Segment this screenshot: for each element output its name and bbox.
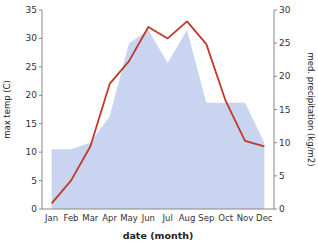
y2-tick-label: 30 <box>279 5 291 15</box>
y-axis-line <box>42 10 43 209</box>
y-axis-title: max temp (C) <box>2 80 12 139</box>
x-tick-label: Jul <box>162 213 173 223</box>
temperature-line <box>52 21 265 203</box>
x-tick-label: Feb <box>63 213 78 223</box>
y-tick <box>39 152 42 153</box>
x-tick-label: Nov <box>237 213 254 223</box>
y-tick-label: 30 <box>26 33 38 43</box>
y-tick <box>39 123 42 124</box>
x-tick-label: May <box>120 213 138 223</box>
y-tick <box>39 38 42 39</box>
y2-tick-label: 15 <box>279 105 290 115</box>
y2-tick <box>274 175 277 176</box>
y-tick-label: 15 <box>26 119 37 129</box>
y-tick-label: 35 <box>26 5 37 15</box>
precipitation-area <box>52 30 265 209</box>
x-axis-line <box>42 209 274 210</box>
y2-tick-label: 20 <box>279 71 291 81</box>
plot-area <box>52 21 265 209</box>
y2-tick <box>274 43 277 44</box>
x-tick-label: Sep <box>198 213 214 223</box>
y2-tick-label: 10 <box>279 138 291 148</box>
y-tick <box>39 209 42 210</box>
y-tick <box>39 10 42 11</box>
y-tick-label: 0 <box>31 204 37 214</box>
x-tick-label: Apr <box>102 213 117 223</box>
y2-tick-label: 25 <box>279 38 290 48</box>
x-tick-label: Oct <box>218 213 233 223</box>
y2-tick <box>274 109 277 110</box>
y-tick <box>39 180 42 181</box>
y2-tick-label: 0 <box>279 204 285 214</box>
y2-tick <box>274 76 277 77</box>
y-tick-label: 25 <box>26 62 37 72</box>
y-tick <box>39 66 42 67</box>
y2-tick-label: 5 <box>279 171 285 181</box>
x-tick-label: Mar <box>82 213 99 223</box>
y2-tick <box>274 142 277 143</box>
y-tick-label: 5 <box>31 176 37 186</box>
y-tick <box>39 95 42 96</box>
chart: 0 5 10 15 20 25 30 35 0 5 10 15 20 25 30 Jan Feb MarAprMa… <box>0 0 318 247</box>
x-tick-label: Jan <box>44 213 58 223</box>
x-tick-label: Dec <box>256 213 273 223</box>
x-axis-title: date (month) <box>123 230 194 241</box>
x-tick-label: Aug <box>179 213 196 223</box>
y-tick-label: 20 <box>26 90 38 100</box>
y2-tick <box>274 10 277 11</box>
y-tick-label: 10 <box>26 147 38 157</box>
x-tick-label: Jun <box>141 213 155 223</box>
y2-tick <box>274 209 277 210</box>
y2-axis-title: med. precipitation (kg/m2) <box>306 52 316 166</box>
